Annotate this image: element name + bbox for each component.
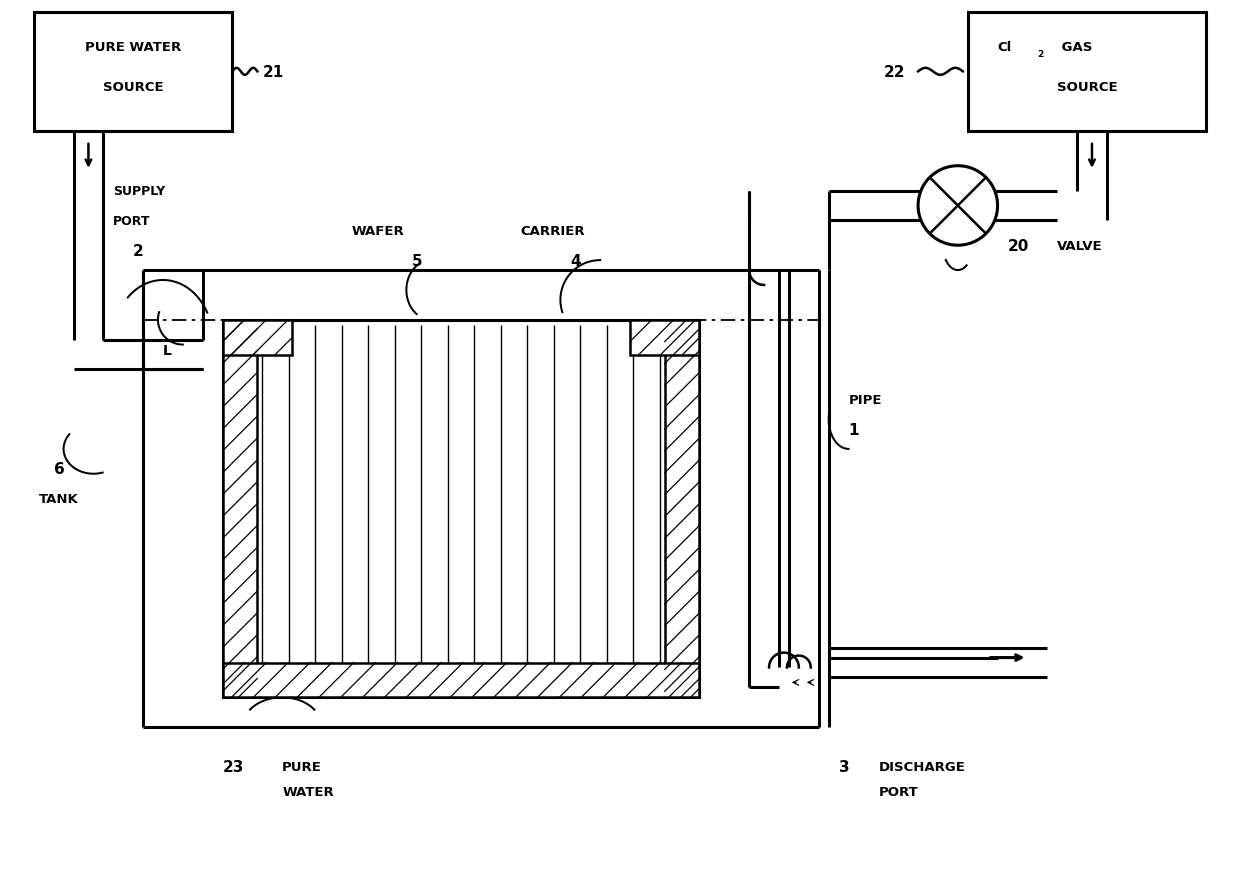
Text: GAS: GAS (1058, 41, 1092, 54)
Text: 6: 6 (53, 461, 64, 477)
Text: TANK: TANK (38, 493, 78, 506)
Text: 20: 20 (1008, 238, 1029, 254)
Text: PURE: PURE (283, 760, 322, 773)
Text: 2: 2 (133, 243, 144, 258)
Text: PIPE: PIPE (848, 394, 882, 406)
Text: 3: 3 (838, 760, 849, 774)
Bar (967, 13, 1207, 132)
Bar (222, 321, 699, 698)
Text: DISCHARGE: DISCHARGE (878, 760, 965, 773)
Bar (222, 321, 258, 698)
Text: PORT: PORT (878, 786, 918, 799)
Text: SUPPLY: SUPPLY (113, 185, 165, 198)
Text: 1: 1 (848, 422, 859, 437)
Text: 22: 22 (883, 65, 905, 80)
Text: 4: 4 (570, 254, 582, 269)
Text: 21: 21 (263, 65, 284, 80)
Text: Cl: Cl (997, 41, 1012, 54)
Text: L: L (162, 343, 172, 357)
Bar (33, 13, 232, 132)
Bar (222, 663, 699, 698)
Bar (665, 321, 699, 698)
Bar (630, 321, 699, 355)
Text: 5: 5 (412, 254, 422, 269)
Text: 2: 2 (1038, 50, 1044, 59)
Bar (222, 321, 293, 355)
Text: PORT: PORT (113, 215, 151, 228)
Text: 23: 23 (222, 760, 244, 774)
Text: PURE WATER: PURE WATER (86, 41, 181, 54)
Text: WATER: WATER (283, 786, 334, 799)
Text: CARRIER: CARRIER (521, 224, 585, 237)
Text: WAFER: WAFER (352, 224, 404, 237)
Text: SOURCE: SOURCE (1056, 81, 1117, 94)
Text: SOURCE: SOURCE (103, 81, 164, 94)
Circle shape (918, 167, 997, 246)
Text: VALVE: VALVE (1058, 240, 1102, 252)
